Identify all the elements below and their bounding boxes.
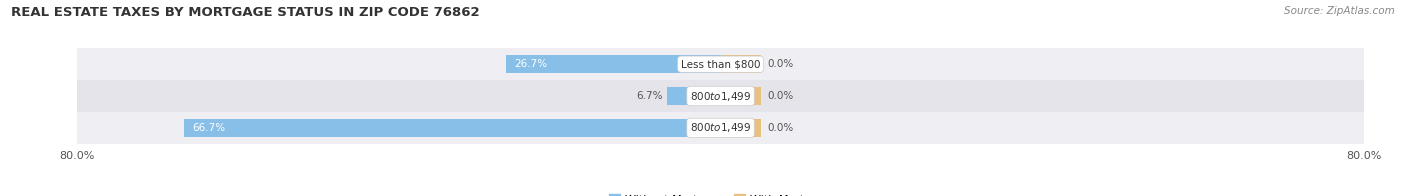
Bar <box>506 55 721 74</box>
Text: Source: ZipAtlas.com: Source: ZipAtlas.com <box>1284 6 1395 16</box>
Text: REAL ESTATE TAXES BY MORTGAGE STATUS IN ZIP CODE 76862: REAL ESTATE TAXES BY MORTGAGE STATUS IN … <box>11 6 479 19</box>
Bar <box>77 112 1364 144</box>
Legend: Without Mortgage, With Mortgage: Without Mortgage, With Mortgage <box>609 194 832 196</box>
Bar <box>721 119 761 137</box>
Text: Less than $800: Less than $800 <box>681 59 761 69</box>
Bar <box>77 48 1364 80</box>
Bar <box>721 87 761 105</box>
Text: $800 to $1,499: $800 to $1,499 <box>690 90 751 103</box>
Text: 6.7%: 6.7% <box>636 91 662 101</box>
Bar <box>184 119 721 137</box>
Bar <box>77 80 1364 112</box>
Text: 66.7%: 66.7% <box>193 123 225 133</box>
Text: 26.7%: 26.7% <box>515 59 547 69</box>
Text: 0.0%: 0.0% <box>768 123 793 133</box>
Text: $800 to $1,499: $800 to $1,499 <box>690 121 751 134</box>
Text: 0.0%: 0.0% <box>768 91 793 101</box>
Bar <box>721 55 761 74</box>
Bar <box>666 87 721 105</box>
Text: 0.0%: 0.0% <box>768 59 793 69</box>
